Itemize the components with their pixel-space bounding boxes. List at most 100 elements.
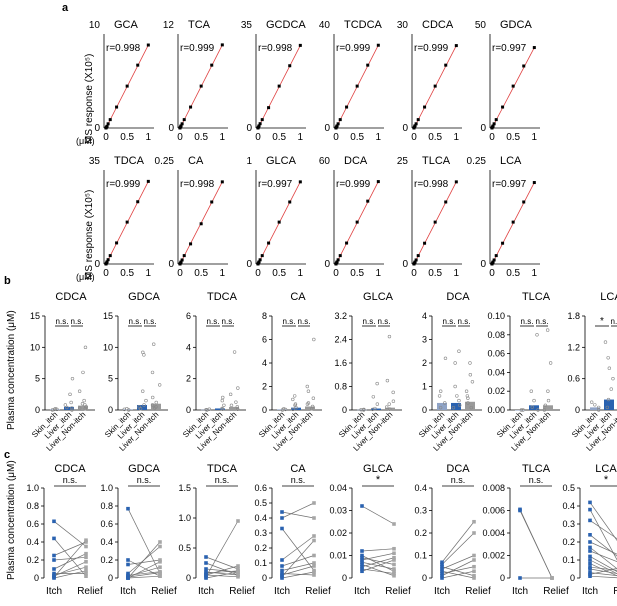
a-cdca-x-tick: 0.5 [428,132,442,143]
b-lca-point-liver-itch [611,376,615,381]
b-tdca-title: TDCA [207,291,238,303]
c-ca-relief-point [312,534,316,538]
c-gdca-y-tick-label: 0.6 [100,519,113,529]
c-glca-y-tick-label: 0.01 [329,551,347,561]
b-lca-bar-skin-itch [590,407,600,410]
c-cdca-itch-point [52,567,56,571]
a-lca-x-tick: 0 [489,268,495,279]
c-cdca-relief-point [84,574,88,578]
a-dca-title: DCA [344,155,368,167]
a-ca-ymax-label: 0.25 [155,156,175,167]
a-tdca-point [108,254,112,258]
c-lca-title: LCA [595,463,617,475]
c-ca-y-tick-label: 0.4 [254,513,267,523]
c-ca-x-label-relief: Relief [305,586,331,597]
c-dca-itch-point [440,564,444,569]
a-gdca-x-tick: 1 [532,132,538,143]
c-ca-relief-point [312,516,316,520]
b-cdca-y-tick-label: 10 [30,342,40,352]
a-tcdca-point [338,118,342,122]
panel-c-ylabel: Plasma concentration (μM) [6,460,17,580]
c-glca-x-label-relief: Relief [385,586,411,597]
b-dca-y-tick-label: 0 [422,405,427,415]
c-dca-relief-point [472,564,476,569]
a-glca-ymax-label: 1 [246,156,252,167]
c-lca-itch-point [588,507,592,512]
b-ca-bar-skin-itch [277,409,287,410]
a-glca-title: GLCA [266,155,297,167]
c-dca-x-label-itch: Itch [434,586,450,597]
a-gcdca-point [257,124,261,128]
c-dca-y-tick-label: 0.3 [414,506,427,516]
b-tdca-sig-label: n.s. [222,317,235,326]
b-lca-title: LCA [600,291,617,303]
b-lca-point-skin-itch [593,403,597,407]
b-tdca-point-liver-itch [220,398,224,403]
c-ca-pair-line [281,562,315,571]
b-cdca-point-liver-non-itch [81,370,85,375]
c-ca-relief-point [312,561,316,565]
c-gdca-sig-label: n.s. [137,475,152,485]
a-gca-point [136,63,140,67]
a-tca-point [182,118,186,122]
b-dca-point-liver-non-itch [466,396,470,400]
b-ca-sig-label: n.s. [283,317,296,326]
c-tlca-y-tick-label: 0.002 [482,551,505,561]
b-glca-point-liver-non-itch [385,378,390,383]
c-gdca-pair-line [127,541,161,579]
c-glca-x-label-itch: Itch [354,586,370,597]
c-ca-y-tick-label: 0.6 [254,483,267,493]
a-glca-x-tick: 0 [255,268,261,279]
b-lca-sig-label: n.s. [611,317,617,326]
b-ca-point-liver-itch [293,403,297,407]
c-tdca-relief-point [236,519,240,523]
a-gca-ymax-label: 10 [89,20,101,31]
c-gdca-relief-point [158,574,162,578]
a-dca-x-tick: 0 [333,268,339,279]
b-tlca-point-liver-itch [535,333,539,337]
b-ca-point-liver-itch [292,394,297,398]
a-gcdca-point [298,43,302,47]
a-tlca-point [444,200,448,204]
c-tlca-x-label-relief: Relief [543,586,569,597]
c-cdca-relief-point [84,569,88,573]
a-ca-x-tick: 1 [220,268,226,279]
a-gdca-point [511,84,515,88]
b-lca-y-tick-label: 1.8 [567,311,580,321]
b-cdca-bar-liver-non-itch [78,405,88,410]
panel-a-ylabel-2: MS response (X10⁵) [84,190,95,280]
b-dca-bar-skin-itch [437,402,447,410]
c-glca-relief-point [392,569,396,574]
c-tdca-pair-line [205,571,239,579]
b-cdca-point-liver-itch [68,392,72,397]
b-glca-bar-liver-non-itch [385,407,395,410]
b-glca-point-liver-non-itch [387,402,391,406]
a-glca-x-tick: 1 [298,268,304,279]
a-gca-point [105,124,109,128]
c-tdca-relief-point [236,575,240,579]
c-gdca-relief-point [158,569,162,574]
b-cdca-y-tick-label: 15 [30,311,40,321]
b-dca-point-skin-itch [438,405,443,410]
a-cdca-point [413,124,417,128]
b-tlca-y-tick-label: 0.02 [487,386,505,396]
c-dca-itch-point [440,567,444,571]
c-glca-relief-point [392,555,396,560]
c-cdca-relief-point [84,544,88,549]
b-gdca-point-liver-non-itch [150,370,155,375]
a-tca-point [220,43,224,47]
b-cdca-point-liver-non-itch [77,389,82,393]
b-glca-y-tick-label: 2.4 [334,335,347,345]
c-ca-relief-point [312,570,316,574]
a-gdca-y-zero-label: 0 [480,123,486,134]
c-dca-itch-point [440,571,444,576]
c-cdca-relief-point [84,560,88,564]
b-cdca-bar-skin-itch [50,409,60,410]
a-gca-point [106,122,110,126]
panel-a-xunit-2: (μM) [76,272,95,282]
b-glca-y-tick-label: 3.2 [334,311,347,321]
a-tca-point [189,105,193,109]
c-dca-pair-line [441,566,475,577]
a-tdca-point [105,260,109,264]
